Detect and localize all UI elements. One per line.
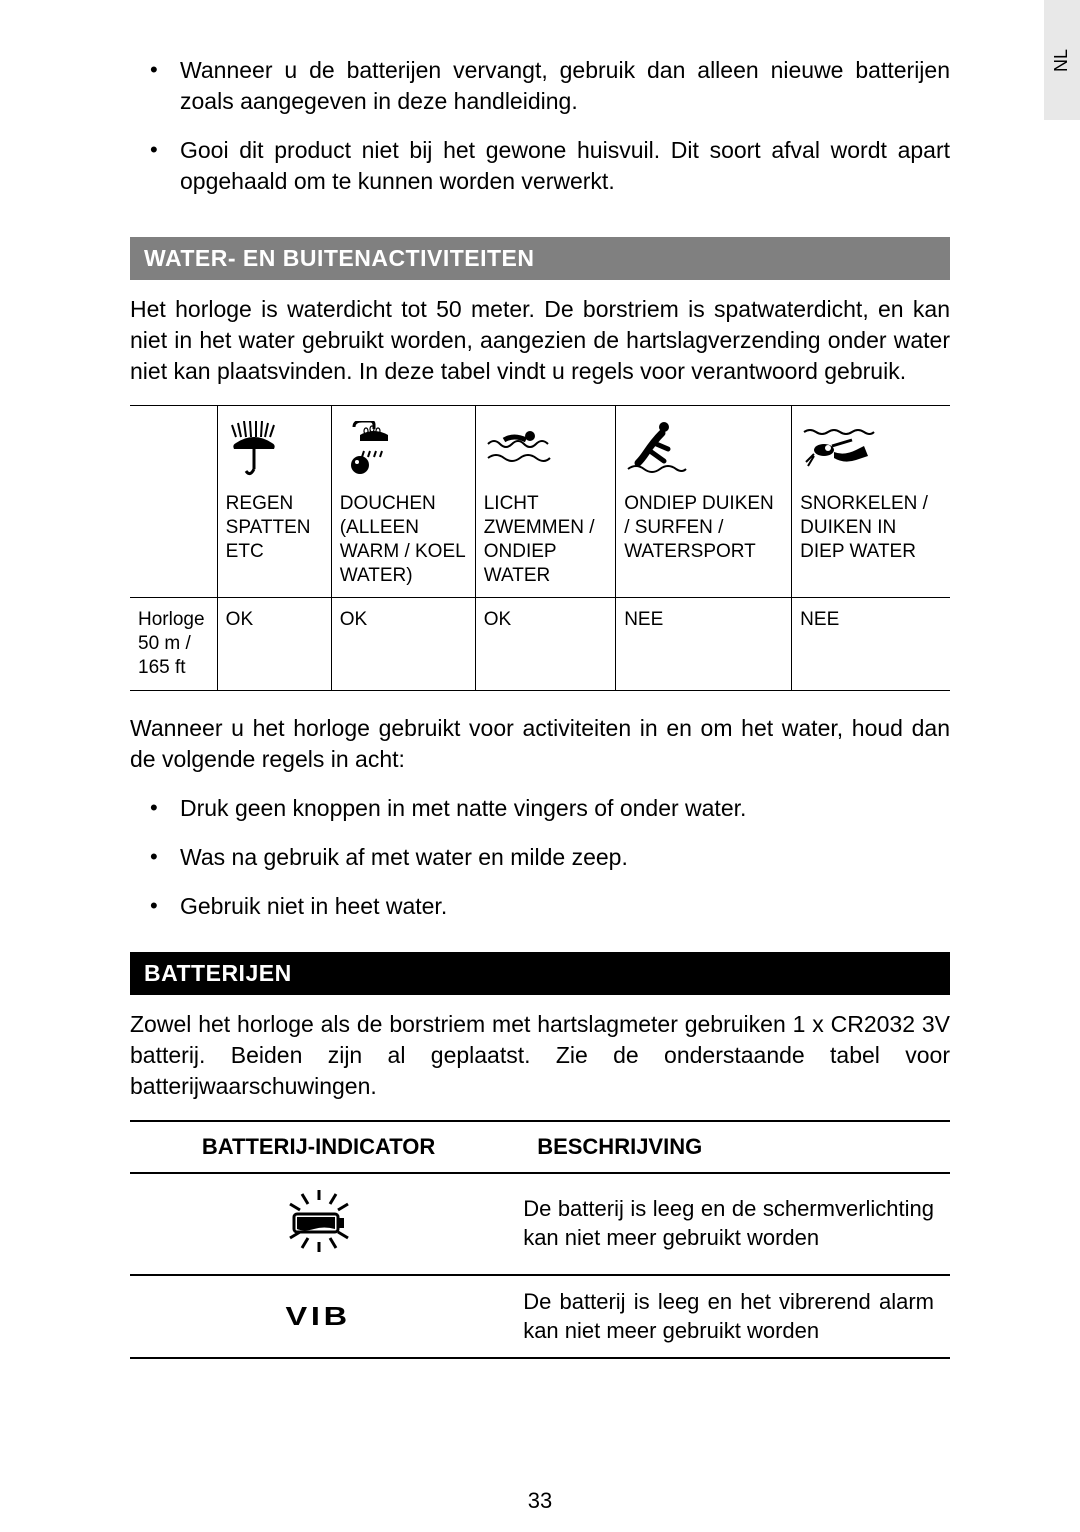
table-row: VIB De batterij is leeg en het vibrerend… xyxy=(130,1275,950,1358)
row-label-line: Horloge xyxy=(138,609,205,630)
table-header-label: LICHT ZWEMMEN / ONDIEP WATER xyxy=(484,492,607,587)
intro-bullet-list: Wanneer u de batterijen vervangt, gebrui… xyxy=(130,55,950,197)
table-header-swim: LICHT ZWEMMEN / ONDIEP WATER xyxy=(475,406,615,598)
table-cell: OK xyxy=(217,598,331,690)
table-header-snorkel: SNORKELEN / DUIKEN IN DIEP WATER xyxy=(792,406,950,598)
language-tab: NL xyxy=(1044,0,1080,120)
table-header-rain: REGEN SPATTEN ETC xyxy=(217,406,331,598)
water-intro-paragraph: Het horloge is waterdicht tot 50 meter. … xyxy=(130,294,950,387)
water-rules-list: Druk geen knoppen in met natte vingers o… xyxy=(130,793,950,922)
table-header-label: REGEN SPATTEN ETC xyxy=(226,492,323,563)
table-header-label: DOUCHEN (ALLEEN WARM / KOEL WATER) xyxy=(340,492,467,587)
battery-intro-paragraph: Zowel het horloge als de borstriem met h… xyxy=(130,1009,950,1102)
battery-indicator-table: BATTERIJ-INDICATOR BESCHRIJVING xyxy=(130,1120,950,1359)
table-header-dive: ONDIEP DUIKEN / SURFEN / WATERSPORT xyxy=(616,406,792,598)
list-item: Wanneer u de batterijen vervangt, gebrui… xyxy=(130,55,950,117)
swim-icon xyxy=(484,416,607,486)
list-item: Gooi dit product niet bij het gewone hui… xyxy=(130,135,950,197)
table-header-shower: DOUCHEN (ALLEEN WARM / KOEL WATER) xyxy=(331,406,475,598)
snorkel-icon xyxy=(800,416,942,486)
list-item: Druk geen knoppen in met natte vingers o… xyxy=(130,793,950,824)
table-cell: OK xyxy=(475,598,615,690)
table-cell: NEE xyxy=(616,598,792,690)
row-label: Horloge 50 m / 165 ft xyxy=(130,598,217,690)
battery-table-header-description: BESCHRIJVING xyxy=(507,1121,950,1173)
row-label-line: 50 m / 165 ft xyxy=(138,633,191,678)
water-resistance-table: REGEN SPATTEN ETC DOUCHEN (ALLEEN xyxy=(130,405,950,690)
shower-icon xyxy=(340,416,467,486)
section-header-water: WATER- EN BUITENACTIVITEITEN xyxy=(130,237,950,280)
water-after-paragraph: Wanneer u het horloge gebruikt voor acti… xyxy=(130,713,950,775)
language-tab-label: NL xyxy=(1051,48,1072,71)
battery-row-description: De batterij is leeg en de schermverlicht… xyxy=(507,1173,950,1275)
vib-indicator: VIB xyxy=(130,1275,507,1358)
table-header-label: ONDIEP DUIKEN / SURFEN / WATERSPORT xyxy=(624,492,783,563)
page-number: 33 xyxy=(0,1488,1080,1514)
table-header-empty xyxy=(130,406,217,598)
table-cell: OK xyxy=(331,598,475,690)
vib-label: VIB xyxy=(286,1301,351,1332)
section-header-batteries: BATTERIJEN xyxy=(130,952,950,995)
table-header-label: SNORKELEN / DUIKEN IN DIEP WATER xyxy=(800,492,942,563)
battery-table-header-indicator: BATTERIJ-INDICATOR xyxy=(130,1121,507,1173)
table-cell: NEE xyxy=(792,598,950,690)
dive-icon xyxy=(624,416,783,486)
list-item: Was na gebruik af met water en milde zee… xyxy=(130,842,950,873)
battery-low-icon xyxy=(130,1173,507,1275)
table-row: Horloge 50 m / 165 ft OK OK OK NEE NEE xyxy=(130,598,950,690)
list-item: Gebruik niet in heet water. xyxy=(130,891,950,922)
rain-icon xyxy=(226,416,323,486)
battery-row-description: De batterij is leeg en het vibrerend ala… xyxy=(507,1275,950,1358)
table-row: De batterij is leeg en de schermverlicht… xyxy=(130,1173,950,1275)
